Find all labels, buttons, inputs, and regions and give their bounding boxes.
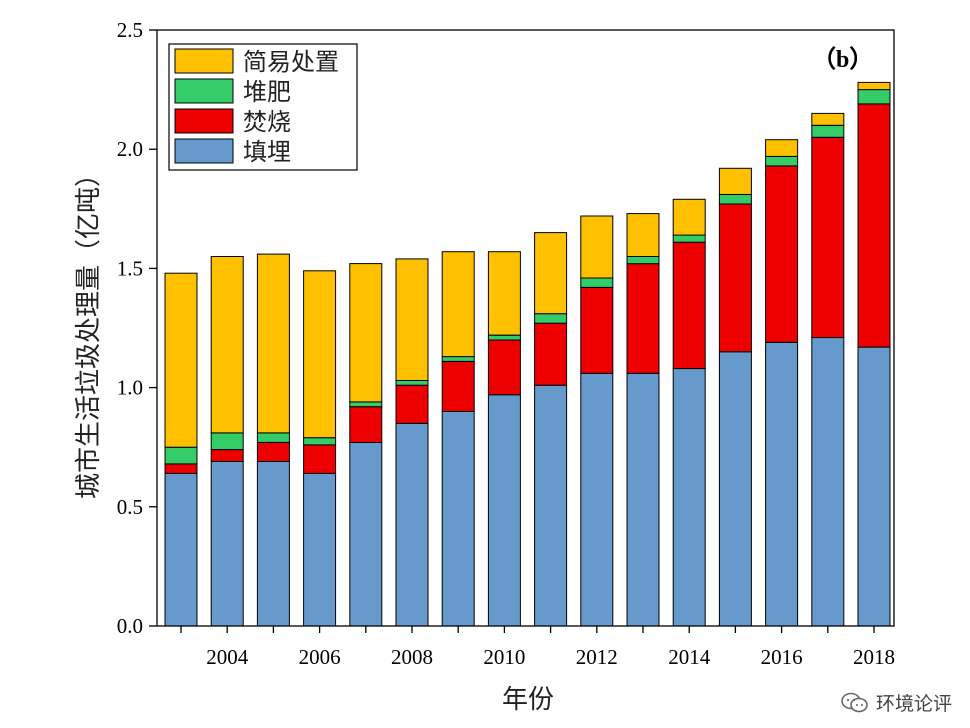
bar-segment [210, 449, 244, 463]
bar-segment [765, 165, 799, 343]
panel-label: （b） [812, 46, 873, 73]
bar-segment [256, 461, 290, 627]
bar-segment [811, 136, 845, 339]
bar-segment [857, 89, 891, 105]
bar-segment [256, 441, 290, 462]
y-tick-label: 1.5 [117, 256, 143, 280]
bar-segment [441, 251, 475, 358]
bar-segment [811, 112, 845, 126]
axes-group: 0.0 0.5 1.0 1.5 2.0 2.5 2004 2006 2008 2010 2012 20… [117, 18, 895, 669]
y-tick-label: 2.0 [117, 137, 143, 161]
bar-segment [349, 401, 383, 408]
bar-segment [395, 384, 429, 424]
bar-segment [441, 360, 475, 412]
bar-segment [395, 379, 429, 386]
bar-segment [303, 444, 337, 474]
bar-segment [441, 356, 475, 362]
legend-swatch [174, 48, 234, 74]
legend-swatch [174, 138, 234, 164]
x-axis-title: 年份 [502, 685, 554, 715]
bar-segment [210, 461, 244, 627]
x-tick-label: 2012 [576, 645, 618, 669]
bar-segment [580, 287, 614, 374]
bars-group [164, 81, 891, 627]
bar-segment [857, 103, 891, 348]
y-tick-label: 0.5 [117, 495, 143, 519]
bar-segment [811, 124, 845, 138]
bar-segment [395, 258, 429, 381]
bar-segment [487, 251, 521, 336]
bar-segment [303, 472, 337, 627]
watermark-text: 环境论评 [875, 693, 952, 715]
watermark: 环境论评 [840, 689, 952, 716]
bar-segment [626, 256, 660, 265]
bar-segment [303, 437, 337, 446]
x-tick-label: 2016 [761, 645, 803, 669]
bar-segment [811, 337, 845, 627]
x-tick-label: 2006 [299, 645, 341, 669]
bar-segment [765, 139, 799, 157]
legend-label: 堆肥 [243, 78, 291, 106]
bar-segment [534, 313, 568, 324]
x-tick-label: 2010 [483, 645, 525, 669]
bar-segment [765, 155, 799, 167]
legend-swatch [174, 108, 234, 134]
bar-segment [765, 341, 799, 627]
bar-segment [857, 81, 891, 91]
bar-segment [580, 215, 614, 279]
bar-segment [718, 194, 752, 205]
wechat-icon [841, 692, 868, 712]
bar-segment [626, 213, 660, 258]
bar-segment [672, 198, 706, 236]
bar-segment [672, 234, 706, 243]
axes-frame [156, 29, 895, 627]
legend-label: 简易处置 [243, 48, 339, 76]
bar-segment [718, 351, 752, 627]
bar-segment [349, 406, 383, 444]
y-tick-label: 2.5 [117, 18, 143, 42]
bar-segment [164, 272, 198, 448]
bar-segment [210, 256, 244, 434]
bar-segment [441, 410, 475, 627]
bar-segment [349, 441, 383, 627]
bar-segment [626, 263, 660, 374]
bar-segment [487, 394, 521, 627]
bar-segment [718, 203, 752, 353]
legend-swatch [174, 78, 234, 104]
bar-segment [857, 346, 891, 627]
y-tick-label: 0.0 [117, 614, 143, 638]
bar-segment [395, 422, 429, 627]
bar-segment [626, 372, 660, 627]
legend-label: 填埋 [243, 138, 291, 166]
bar-segment [349, 263, 383, 403]
bar-segment [534, 232, 568, 315]
y-tick-label: 1.0 [117, 376, 143, 400]
bar-segment [164, 446, 198, 465]
bar-segment [534, 322, 568, 386]
bar-segment [210, 432, 244, 451]
bar-segment [672, 368, 706, 627]
bar-segment [164, 463, 198, 474]
x-tick-label: 2014 [668, 645, 711, 669]
x-tick-label: 2008 [391, 645, 433, 669]
bar-segment [534, 384, 568, 627]
bar-segment [487, 339, 521, 396]
bar-segment [580, 372, 614, 627]
x-tick-label: 2004 [206, 645, 249, 669]
x-tick-label: 2018 [853, 645, 895, 669]
bar-segment [256, 253, 290, 434]
bar-segment [164, 472, 198, 627]
bar-segment [718, 167, 752, 196]
bar-segment [580, 277, 614, 288]
legend-label: 焚烧 [243, 108, 291, 136]
bar-segment [256, 432, 290, 443]
bar-segment [487, 334, 521, 341]
y-axis-title: 城市生活垃圾处理量（亿吨） [74, 161, 104, 499]
bar-segment [672, 241, 706, 370]
bar-segment [303, 270, 337, 439]
